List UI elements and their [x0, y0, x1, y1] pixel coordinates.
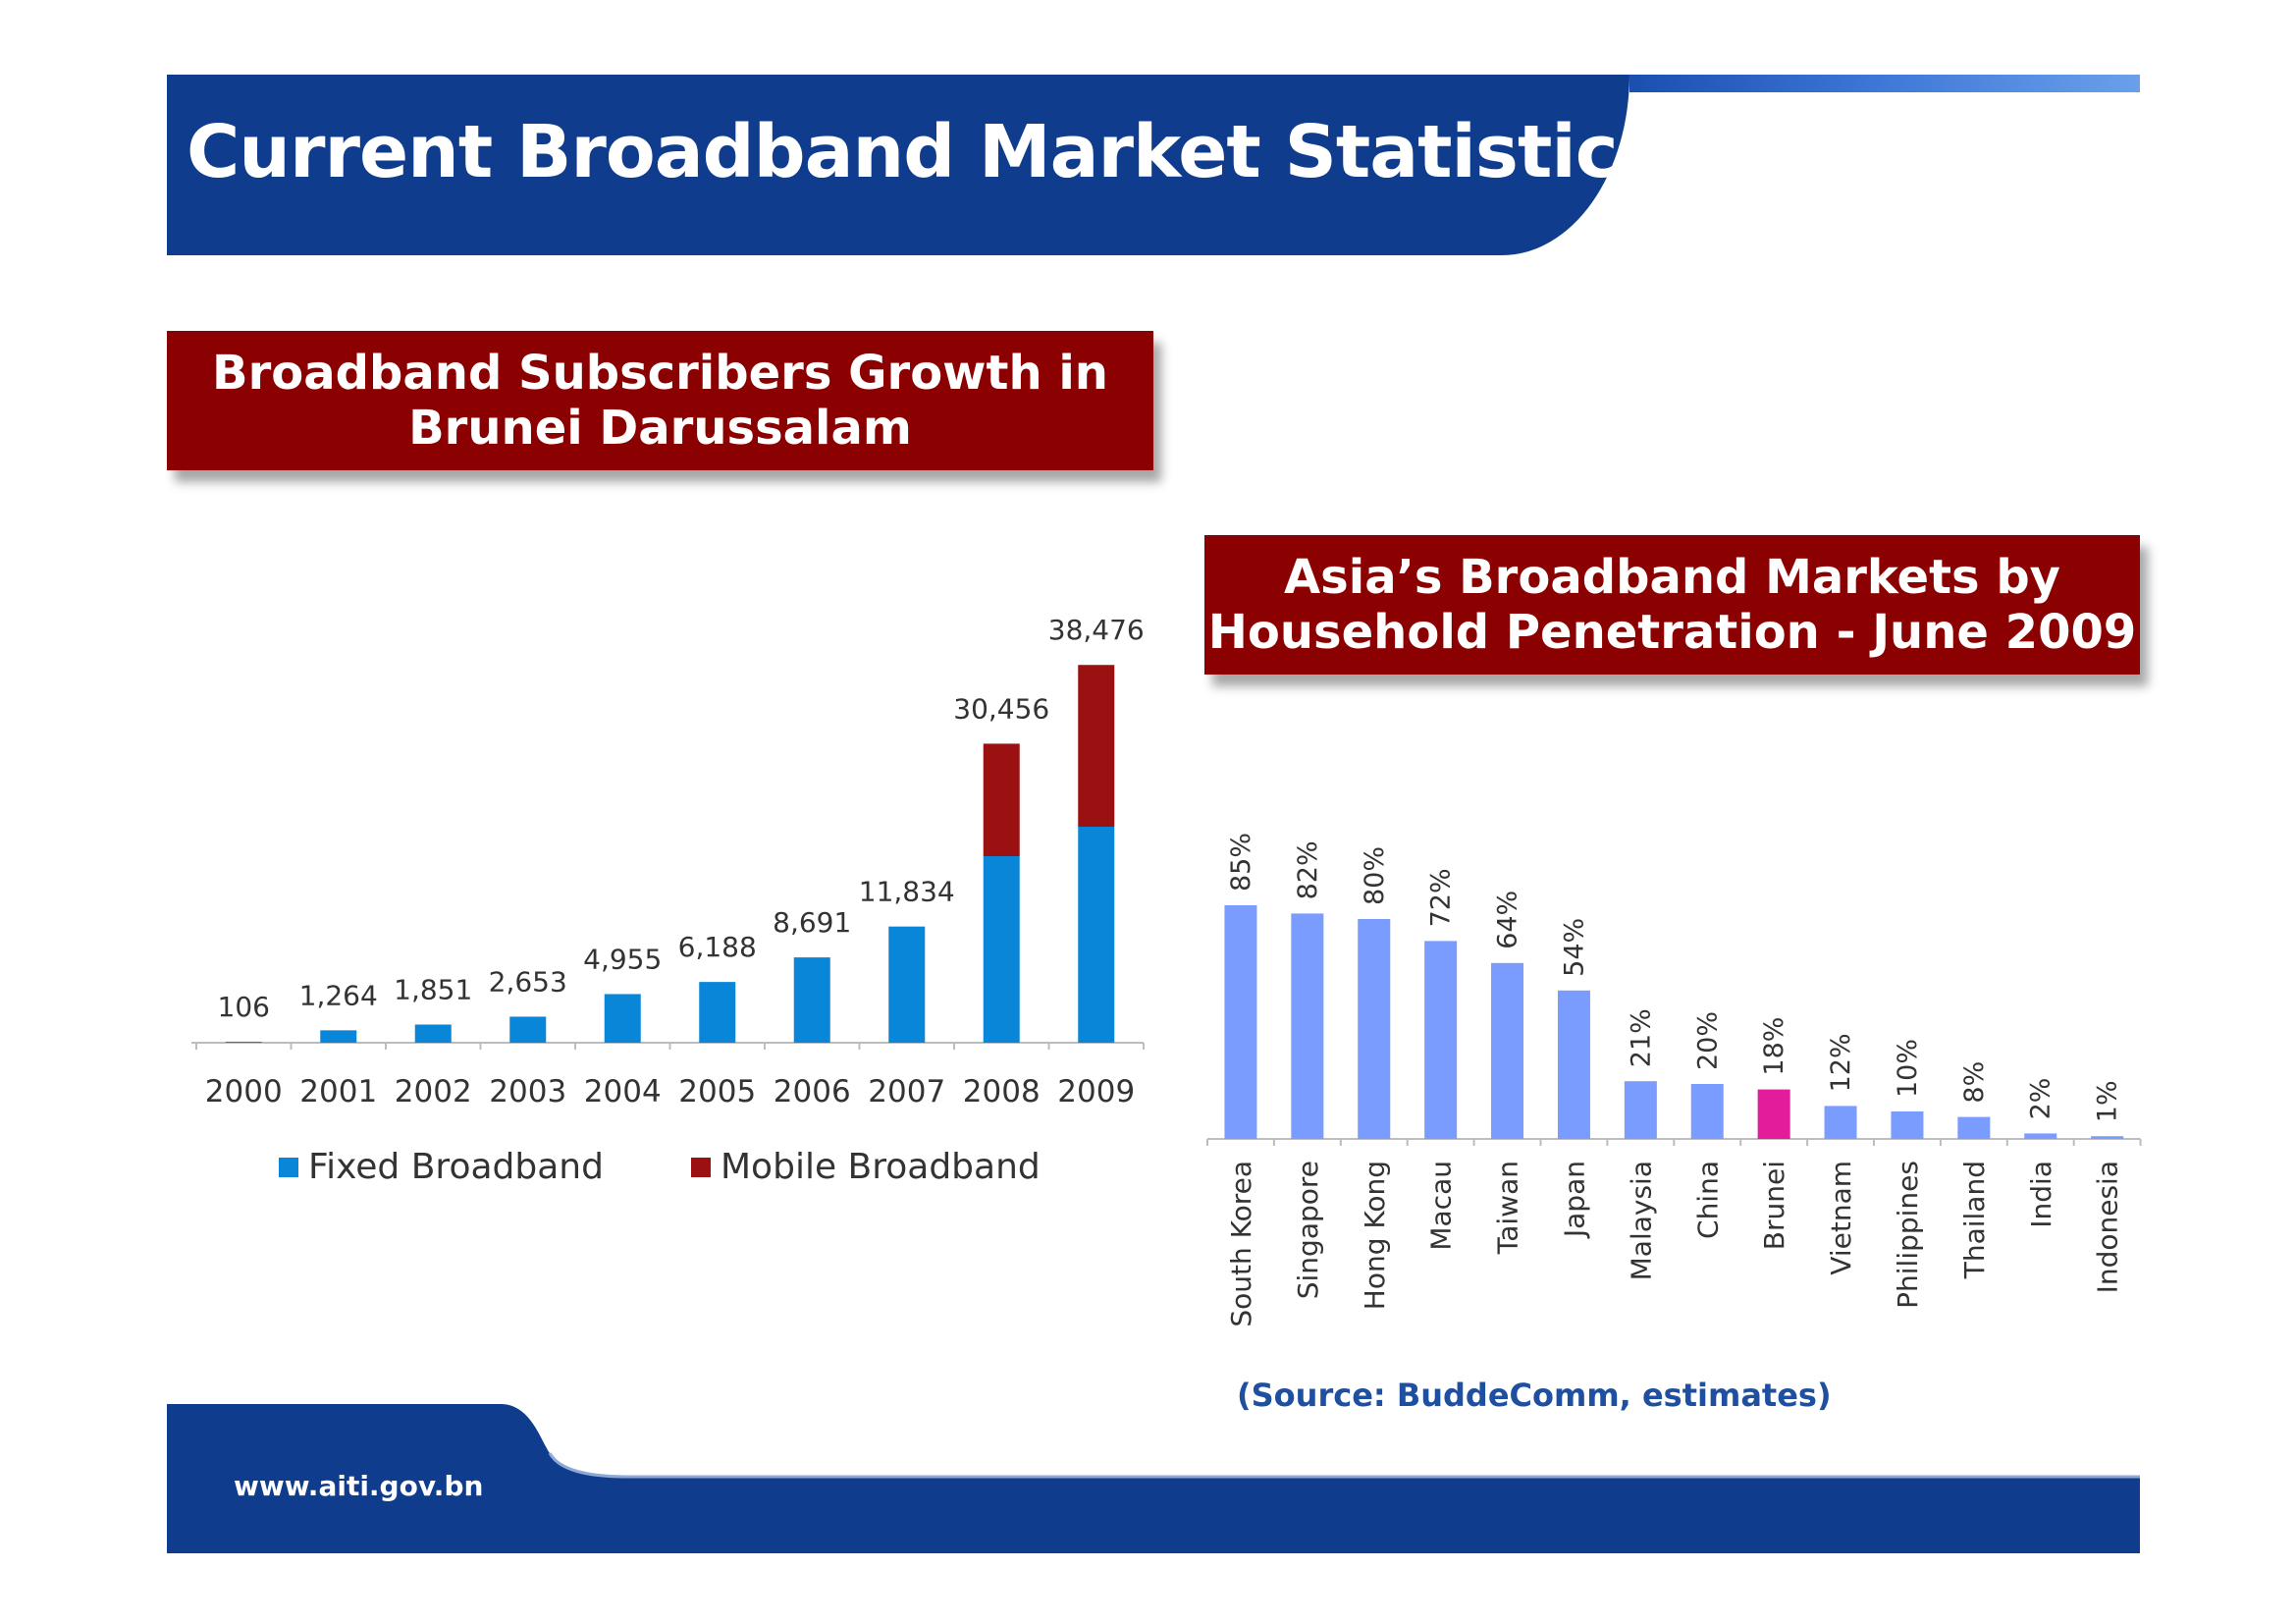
header-band: [167, 75, 1629, 255]
bar-fixed-broadband: [320, 1030, 357, 1043]
bar-total-label: 38,476: [1048, 614, 1145, 646]
bar-penetration: [1224, 905, 1257, 1139]
bar-value-label: 82%: [1293, 840, 1323, 899]
right-chart-title-line1: Asia’s Broadband Markets by: [1284, 550, 2060, 605]
category-label: India: [2025, 1161, 2057, 1228]
bar-fixed-broadband: [793, 957, 830, 1043]
subscribers-growth-chart: 106 2000 1,264 2001 1,851 2002 2,653 2003 4,955 2…: [191, 614, 1145, 1187]
bar-penetration: [1957, 1116, 1991, 1139]
bar-total-label: 30,456: [953, 692, 1049, 725]
bar-penetration: [1624, 1081, 1657, 1139]
legend-swatch-fixed: [279, 1158, 298, 1177]
bar-penetration: [1424, 941, 1458, 1139]
bar-penetration: [2091, 1136, 2124, 1139]
bar-fixed-broadband: [414, 1024, 452, 1043]
footer-band: [167, 1404, 2140, 1553]
x-tick-label: 2006: [774, 1074, 851, 1109]
bar-total-label: 2,653: [489, 965, 567, 998]
bar-value-label: 1%: [2093, 1080, 2123, 1122]
bar-fixed-broadband: [888, 926, 926, 1043]
bar-fixed-broadband: [1078, 827, 1115, 1043]
bar-value-label: 20%: [1692, 1011, 1723, 1070]
category-label: Indonesia: [2092, 1161, 2124, 1293]
category-label: Philippines: [1892, 1161, 1924, 1309]
x-tick-label: 2009: [1057, 1074, 1135, 1109]
bar-total-label: 4,955: [583, 943, 662, 975]
legend-label-mobile: Mobile Broadband: [721, 1147, 1041, 1187]
bar-value-label: 2%: [2026, 1078, 2056, 1120]
bar-value-label: 64%: [1493, 891, 1523, 949]
source-note: (Source: BuddeComm, estimates): [1237, 1377, 1832, 1414]
bar-value-label: 85%: [1226, 833, 1256, 892]
right-chart-title-box: Asia’s Broadband Markets by Household Pe…: [1204, 535, 2140, 675]
category-label: South Korea: [1225, 1161, 1257, 1327]
bar-value-label: 54%: [1559, 918, 1589, 977]
bar-penetration: [1358, 919, 1391, 1139]
footer-url-link[interactable]: www.aiti.gov.bn: [234, 1470, 484, 1502]
bar-mobile-broadband: [1078, 665, 1115, 827]
bar-penetration: [1690, 1084, 1724, 1139]
bar-penetration: [2024, 1133, 2057, 1139]
left-chart-title-box: Broadband Subscribers Growth in Brunei D…: [167, 331, 1153, 470]
category-label: Vietnam: [1825, 1161, 1857, 1275]
bar-value-label: 80%: [1360, 846, 1390, 905]
bar-total-label: 106: [218, 991, 270, 1023]
category-label: Japan: [1558, 1161, 1590, 1239]
household-penetration-chart: 85% South Korea 82% Singapore 80% Hong Kong 72…: [1206, 833, 2142, 1327]
bar-mobile-broadband: [983, 743, 1020, 856]
right-chart-title-line2: Household Penetration - June 2009: [1207, 605, 2137, 660]
bar-value-label: 21%: [1626, 1008, 1656, 1067]
bar-value-label: 72%: [1426, 868, 1457, 927]
legend-swatch-mobile: [691, 1158, 711, 1177]
bar-fixed-broadband: [604, 994, 641, 1043]
left-chart-title-line2: Brunei Darussalam: [408, 401, 912, 456]
bar-penetration: [1891, 1111, 1924, 1139]
bar-value-label: 18%: [1759, 1017, 1789, 1076]
header-accent-stripe: [1629, 75, 2140, 92]
bar-total-label: 1,264: [299, 979, 378, 1011]
category-label: Thailand: [1958, 1161, 1991, 1279]
bar-total-label: 6,188: [678, 931, 757, 963]
category-label: Malaysia: [1625, 1161, 1657, 1280]
bar-value-label: 10%: [1893, 1039, 1923, 1098]
x-tick-label: 2002: [395, 1074, 472, 1109]
bar-penetration: [1824, 1106, 1857, 1139]
bar-value-label: 12%: [1826, 1033, 1856, 1092]
bar-penetration: [1291, 913, 1324, 1139]
bar-value-label: 8%: [1959, 1061, 1990, 1104]
category-label: China: [1691, 1161, 1724, 1239]
category-label: Taiwan: [1492, 1161, 1524, 1255]
bar-total-label: 11,834: [859, 876, 955, 908]
bar-penetration: [1491, 962, 1524, 1139]
category-label: Singapore: [1292, 1161, 1324, 1299]
legend-label-fixed: Fixed Broadband: [308, 1147, 604, 1187]
x-tick-label: 2003: [489, 1074, 566, 1109]
x-tick-label: 2008: [963, 1074, 1041, 1109]
left-chart-title-line1: Broadband Subscribers Growth in: [212, 346, 1108, 401]
bar-fixed-broadband: [699, 982, 736, 1043]
category-label: Brunei: [1758, 1161, 1790, 1250]
bar-fixed-broadband: [509, 1016, 547, 1043]
bar-fixed-broadband: [983, 856, 1020, 1043]
bar-total-label: 1,851: [394, 973, 472, 1005]
x-tick-label: 2000: [205, 1074, 283, 1109]
bar-penetration: [1557, 990, 1590, 1139]
x-tick-label: 2005: [678, 1074, 756, 1109]
bar-total-label: 8,691: [773, 906, 851, 939]
page-title: Current Broadband Market Statistics: [187, 110, 1661, 194]
category-label: Macau: [1425, 1161, 1458, 1251]
x-tick-label: 2004: [584, 1074, 662, 1109]
bar-penetration-highlight: [1757, 1089, 1790, 1139]
category-label: Hong Kong: [1359, 1161, 1391, 1310]
x-tick-label: 2007: [868, 1074, 945, 1109]
bar-fixed-broadband: [225, 1041, 262, 1043]
x-tick-label: 2001: [299, 1074, 377, 1109]
